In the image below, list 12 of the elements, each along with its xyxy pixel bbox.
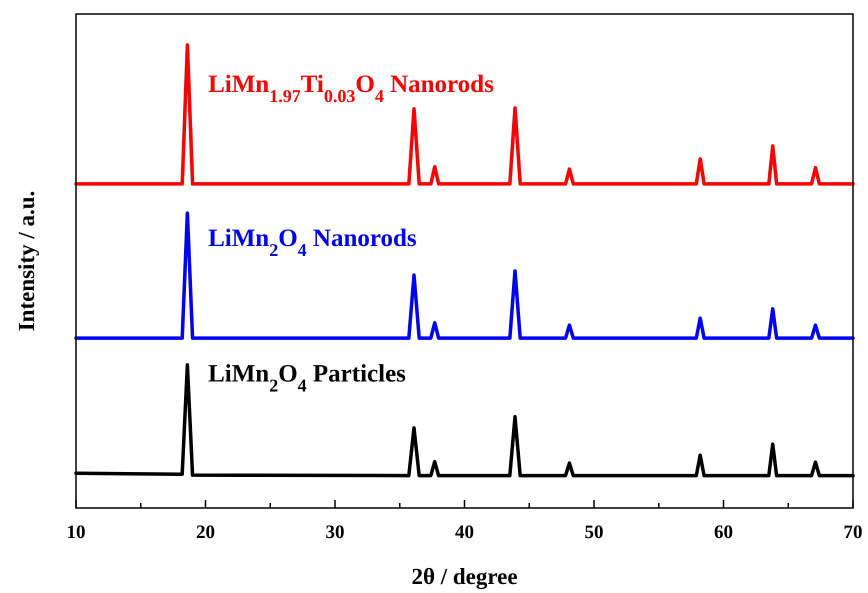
series-label: LiMn$_{1.97}$Ti$_{0.03}$O$_{4}$ Nanorods [208,70,494,106]
x-tick-label: 40 [455,522,474,543]
x-tick-label: 60 [714,522,733,543]
x-tick-label: 20 [196,522,215,543]
series-label: LiMn$_{2}$O$_{4}$ Particles [208,360,406,396]
series-label: LiMn$_{2}$O$_{4}$ Nanorods [208,225,417,260]
x-tick-label: 30 [326,522,344,543]
y-axis-title: Intensity / a.u. [14,190,39,332]
x-tick-label: 10 [66,522,86,543]
x-axis-title: 2θ / degree [411,564,518,590]
x-tick-label: 50 [584,522,604,543]
x-tick-label: 70 [844,522,862,543]
